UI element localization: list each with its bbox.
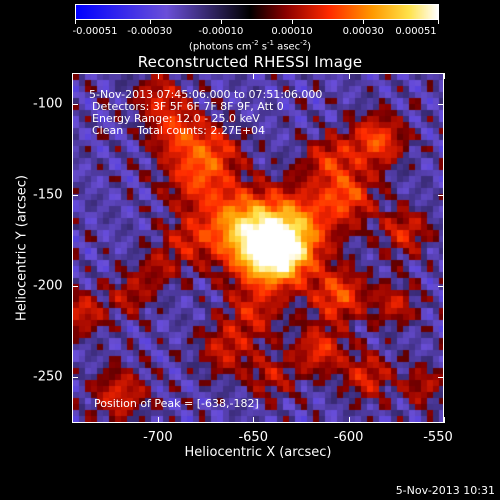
colorbar-tick-label: -0.00030 <box>127 26 173 37</box>
algorithm-label: Clean <box>92 124 124 137</box>
colorbar-tick <box>75 20 76 24</box>
y-axis-tick <box>72 377 78 379</box>
y-axis-tick <box>438 286 444 288</box>
colorbar-tick-label: 0.00051 <box>395 26 437 37</box>
rhessi-heatmap <box>73 74 443 422</box>
y-axis-tick <box>438 377 444 379</box>
colorbar-tick <box>438 20 439 24</box>
x-tick-label: -600 <box>333 430 364 445</box>
colorbar-tick <box>149 20 151 24</box>
y-tick-label: -150 <box>33 187 63 203</box>
timestamp-footer: 5-Nov-2013 10:31 <box>395 484 495 497</box>
x-tick-label: -550 <box>423 430 453 445</box>
total-counts-label: Total counts: 2.27E+04 <box>137 124 266 137</box>
colorbar <box>75 4 439 20</box>
y-axis-tick <box>72 286 78 288</box>
y-axis-tick <box>438 195 444 197</box>
colorbar-units: (photons cm-2 s-1 asec-2) <box>188 39 312 53</box>
y-tick-label: -250 <box>33 369 63 385</box>
colorbar-tick <box>220 20 222 24</box>
colorbar-tick-label: -0.00051 <box>72 26 118 37</box>
y-tick-label: -200 <box>33 278 63 294</box>
colorbar-gradient <box>76 5 438 19</box>
image-plot-area: 5-Nov-2013 07:45:06.000 to 07:51:06.000 … <box>72 73 444 423</box>
colorbar-tick <box>292 20 294 24</box>
x-axis-tick <box>348 417 350 423</box>
time-range-text: 5-Nov-2013 07:45:06.000 to 07:51:06.000 <box>89 88 323 101</box>
y-tick-label: -100 <box>33 96 63 112</box>
y-axis-tick <box>72 103 78 105</box>
x-axis-tick <box>253 73 255 79</box>
x-axis-tick <box>253 417 255 423</box>
y-axis-label: Heliocentric Y (arcsec) <box>14 175 30 321</box>
clean-counts-text: Clean Total counts: 2.27E+04 <box>92 125 265 136</box>
x-axis-tick <box>348 73 350 79</box>
x-axis-tick <box>444 417 445 423</box>
x-axis-tick <box>157 417 159 423</box>
colorbar-tick-label: 0.00030 <box>342 26 384 37</box>
x-tick-label: -700 <box>143 430 173 445</box>
y-axis-tick <box>438 103 444 105</box>
x-axis-label: Heliocentric X (arcsec) <box>184 445 332 460</box>
plot-title: Reconstructed RHESSI Image <box>137 53 363 71</box>
colorbar-tick-label: -0.00010 <box>198 26 244 37</box>
x-tick-label: -650 <box>238 430 268 445</box>
peak-position-text: Position of Peak = [-638,-182] <box>94 397 259 410</box>
colorbar-tick <box>363 20 365 24</box>
detectors-text: Detectors: 3F 5F 6F 7F 8F 9F, Att 0 <box>92 100 284 113</box>
x-axis-tick <box>157 73 159 79</box>
colorbar-tick-label: 0.00010 <box>271 26 313 37</box>
x-axis-tick <box>444 73 445 79</box>
y-axis-tick <box>72 195 78 197</box>
energy-range-text: Energy Range: 12.0 - 25.0 keV <box>92 112 260 125</box>
